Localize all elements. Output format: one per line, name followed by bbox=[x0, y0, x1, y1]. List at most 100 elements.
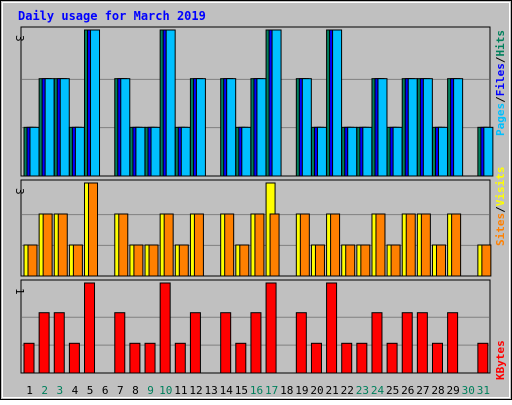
bar-kbytes-day-23 bbox=[356, 342, 368, 374]
y-max-label: 1 bbox=[13, 288, 26, 295]
bar-pages-day-1 bbox=[29, 126, 40, 177]
bar-sites-day-17 bbox=[269, 213, 280, 277]
bar-pages-day-5 bbox=[90, 29, 101, 177]
x-tick-label-16: 16 bbox=[250, 384, 263, 397]
x-tick-label-17: 17 bbox=[265, 384, 278, 397]
right-label-visits: Visits bbox=[494, 167, 507, 207]
bar-kbytes-day-25 bbox=[386, 342, 398, 374]
x-tick-label-23: 23 bbox=[356, 384, 369, 397]
bar-sites-day-16 bbox=[254, 213, 265, 277]
bar-kbytes-day-31 bbox=[477, 342, 489, 374]
bar-sites-day-29 bbox=[451, 213, 462, 277]
bar-sites-day-25 bbox=[390, 244, 401, 277]
bar-pages-day-19 bbox=[301, 78, 312, 177]
bar-pages-day-29 bbox=[453, 78, 464, 177]
bar-pages-day-8 bbox=[135, 126, 146, 177]
x-tick-label-5: 5 bbox=[87, 384, 94, 397]
bar-kbytes-day-20 bbox=[310, 342, 322, 374]
bar-pages-day-28 bbox=[437, 126, 448, 177]
right-label-top: Pages/Files/Hits bbox=[494, 30, 507, 136]
bar-kbytes-day-8 bbox=[129, 342, 141, 374]
chart-title: Daily usage for March 2019 bbox=[18, 9, 206, 23]
x-tick-label-29: 29 bbox=[447, 384, 460, 397]
y-max-label: 3 bbox=[13, 35, 26, 42]
bar-kbytes-day-9 bbox=[144, 342, 156, 374]
bar-sites-day-11 bbox=[178, 244, 189, 277]
x-tick-label-10: 10 bbox=[159, 384, 172, 397]
x-tick-label-31: 31 bbox=[477, 384, 490, 397]
bar-sites-day-19 bbox=[299, 213, 310, 277]
x-tick-label-18: 18 bbox=[280, 384, 293, 397]
bar-sites-day-3 bbox=[57, 213, 68, 277]
bar-pages-day-22 bbox=[347, 126, 358, 177]
right-label-files: Files bbox=[494, 63, 507, 96]
bar-kbytes-day-16 bbox=[250, 312, 262, 374]
x-tick-label-21: 21 bbox=[326, 384, 339, 397]
bar-pages-day-23 bbox=[362, 126, 373, 177]
panel-top: 3 bbox=[13, 26, 494, 177]
x-tick-label-15: 15 bbox=[235, 384, 248, 397]
bar-sites-day-8 bbox=[133, 244, 144, 277]
bar-kbytes-day-10 bbox=[159, 282, 171, 374]
bar-kbytes-day-17 bbox=[265, 282, 277, 374]
bar-kbytes-day-29 bbox=[447, 312, 459, 374]
right-label-pages: Pages bbox=[494, 103, 507, 136]
bar-kbytes-day-24 bbox=[371, 312, 383, 374]
bar-sites-day-7 bbox=[118, 213, 129, 277]
bar-sites-day-31 bbox=[481, 244, 492, 277]
bar-kbytes-day-12 bbox=[189, 312, 201, 374]
bar-sites-day-10 bbox=[163, 213, 174, 277]
bar-pages-day-3 bbox=[59, 78, 70, 177]
bar-pages-day-21 bbox=[332, 29, 343, 177]
x-tick-label-24: 24 bbox=[371, 384, 385, 397]
bar-pages-day-20 bbox=[316, 126, 327, 177]
x-tick-label-14: 14 bbox=[220, 384, 234, 397]
bar-sites-day-12 bbox=[193, 213, 204, 277]
bar-sites-day-27 bbox=[420, 213, 431, 277]
bar-pages-day-14 bbox=[226, 78, 237, 177]
bar-kbytes-day-27 bbox=[416, 312, 428, 374]
outer-border-highlight bbox=[2, 2, 510, 398]
bar-pages-day-26 bbox=[407, 78, 418, 177]
right-label-slash: / bbox=[494, 56, 507, 63]
x-tick-label-11: 11 bbox=[174, 384, 187, 397]
bar-sites-day-14 bbox=[224, 213, 235, 277]
x-tick-label-27: 27 bbox=[416, 384, 429, 397]
x-tick-label-13: 13 bbox=[204, 384, 217, 397]
bar-pages-day-9 bbox=[150, 126, 161, 177]
bar-pages-day-10 bbox=[165, 29, 176, 177]
bar-kbytes-day-14 bbox=[220, 312, 232, 374]
bar-sites-day-24 bbox=[375, 213, 386, 277]
bar-pages-day-7 bbox=[120, 78, 131, 177]
bar-sites-day-4 bbox=[72, 244, 83, 277]
right-label-slash: / bbox=[494, 206, 507, 213]
bar-pages-day-24 bbox=[377, 78, 388, 177]
bar-kbytes-day-15 bbox=[235, 342, 247, 374]
bar-kbytes-day-11 bbox=[174, 342, 186, 374]
bar-sites-day-9 bbox=[148, 244, 159, 277]
bar-sites-day-15 bbox=[239, 244, 250, 277]
bar-kbytes-day-22 bbox=[341, 342, 353, 374]
bar-sites-day-23 bbox=[360, 244, 371, 277]
right-label-sites: Sites bbox=[494, 213, 507, 246]
right-label-middle: Sites/Visits bbox=[494, 167, 507, 247]
x-tick-label-1: 1 bbox=[26, 384, 33, 397]
x-tick-label-6: 6 bbox=[102, 384, 109, 397]
x-tick-label-25: 25 bbox=[386, 384, 399, 397]
y-max-label: 3 bbox=[13, 188, 26, 195]
bar-pages-day-25 bbox=[392, 126, 403, 177]
bar-pages-day-27 bbox=[422, 78, 433, 177]
bar-pages-day-11 bbox=[180, 126, 191, 177]
bar-sites-day-22 bbox=[345, 244, 356, 277]
bar-sites-day-26 bbox=[405, 213, 416, 277]
chart-panels: 3 3 1 bbox=[13, 26, 494, 374]
x-tick-label-28: 28 bbox=[431, 384, 444, 397]
bar-pages-day-16 bbox=[256, 78, 267, 177]
bar-sites-day-28 bbox=[435, 244, 446, 277]
bar-pages-day-17 bbox=[271, 29, 282, 177]
x-tick-label-22: 22 bbox=[341, 384, 354, 397]
x-tick-label-2: 2 bbox=[41, 384, 48, 397]
right-label-bottom: KBytes bbox=[494, 340, 507, 380]
